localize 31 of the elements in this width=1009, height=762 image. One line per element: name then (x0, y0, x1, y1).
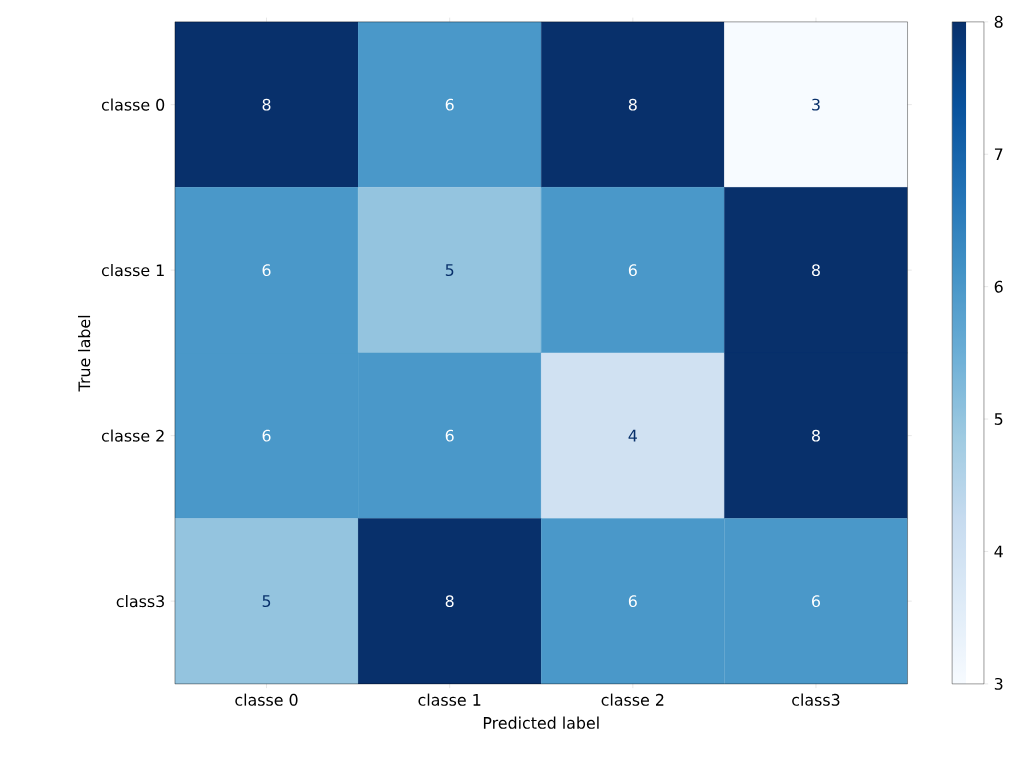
data-label: 8 (628, 98, 637, 111)
data-label: 6 (262, 263, 271, 276)
data-label: 6 (812, 594, 821, 607)
x-tick-label: classe 1 (418, 693, 481, 706)
data-label: 8 (812, 429, 820, 442)
x-axis-title: Predicted label (483, 716, 599, 729)
color-bar-label: 5 (994, 412, 1003, 425)
color-bar-label: 4 (994, 545, 1003, 558)
color-bar-label: 3 (994, 677, 1003, 690)
color-bar-label: 7 (994, 148, 1003, 160)
color-bar-label: 8 (994, 15, 1003, 28)
y-tick-label: classe 0 (101, 98, 165, 111)
data-label: 6 (445, 98, 454, 111)
y-axis-title: True label (78, 315, 91, 392)
data-label: 8 (445, 594, 454, 607)
x-tick-label: classe 2 (601, 693, 664, 706)
data-label: 6 (628, 263, 637, 276)
data-label: 8 (262, 98, 271, 111)
color-bar-label: 6 (994, 280, 1003, 293)
x-tick-label: classe 0 (235, 693, 298, 706)
data-label: 4 (628, 429, 637, 442)
y-tick-label: class3 (116, 594, 164, 608)
data-label: 3 (812, 98, 820, 111)
data-label: 6 (628, 594, 637, 607)
x-tick-label: class3 (792, 693, 840, 706)
y-tick-label: classe 2 (101, 429, 164, 442)
data-label: 6 (445, 429, 454, 442)
data-label: 5 (445, 264, 454, 276)
y-tick-label: classe 1 (101, 263, 164, 277)
data-label: 8 (812, 263, 820, 276)
data-label: 5 (262, 595, 271, 607)
